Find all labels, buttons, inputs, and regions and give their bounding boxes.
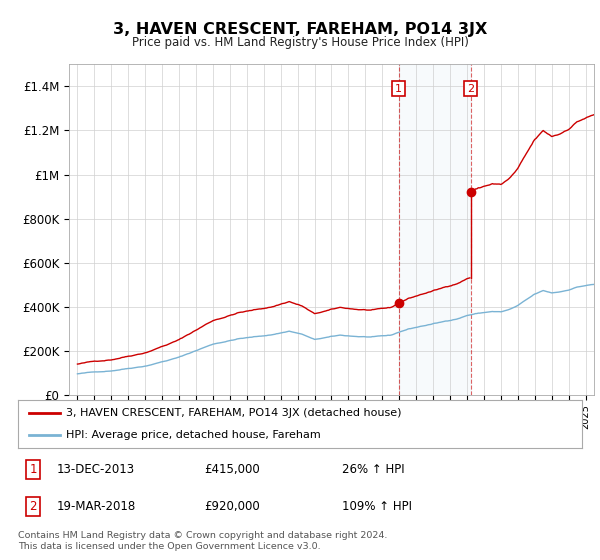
Text: 2: 2 — [29, 500, 37, 514]
Text: Price paid vs. HM Land Registry's House Price Index (HPI): Price paid vs. HM Land Registry's House … — [131, 36, 469, 49]
Text: 3, HAVEN CRESCENT, FAREHAM, PO14 3JX (detached house): 3, HAVEN CRESCENT, FAREHAM, PO14 3JX (de… — [66, 408, 401, 418]
Bar — [398, 64, 470, 395]
Text: 2: 2 — [467, 83, 474, 94]
Text: 19-MAR-2018: 19-MAR-2018 — [57, 500, 136, 514]
Text: HPI: Average price, detached house, Fareham: HPI: Average price, detached house, Fare… — [66, 430, 320, 440]
Text: 1: 1 — [29, 463, 37, 476]
Text: £415,000: £415,000 — [204, 463, 260, 476]
Text: 13-DEC-2013: 13-DEC-2013 — [57, 463, 135, 476]
Text: This data is licensed under the Open Government Licence v3.0.: This data is licensed under the Open Gov… — [18, 542, 320, 551]
Text: 109% ↑ HPI: 109% ↑ HPI — [342, 500, 412, 514]
Text: 3, HAVEN CRESCENT, FAREHAM, PO14 3JX: 3, HAVEN CRESCENT, FAREHAM, PO14 3JX — [113, 22, 487, 38]
Text: 26% ↑ HPI: 26% ↑ HPI — [342, 463, 404, 476]
Text: Contains HM Land Registry data © Crown copyright and database right 2024.: Contains HM Land Registry data © Crown c… — [18, 531, 388, 540]
Text: £920,000: £920,000 — [204, 500, 260, 514]
Text: 1: 1 — [395, 83, 402, 94]
